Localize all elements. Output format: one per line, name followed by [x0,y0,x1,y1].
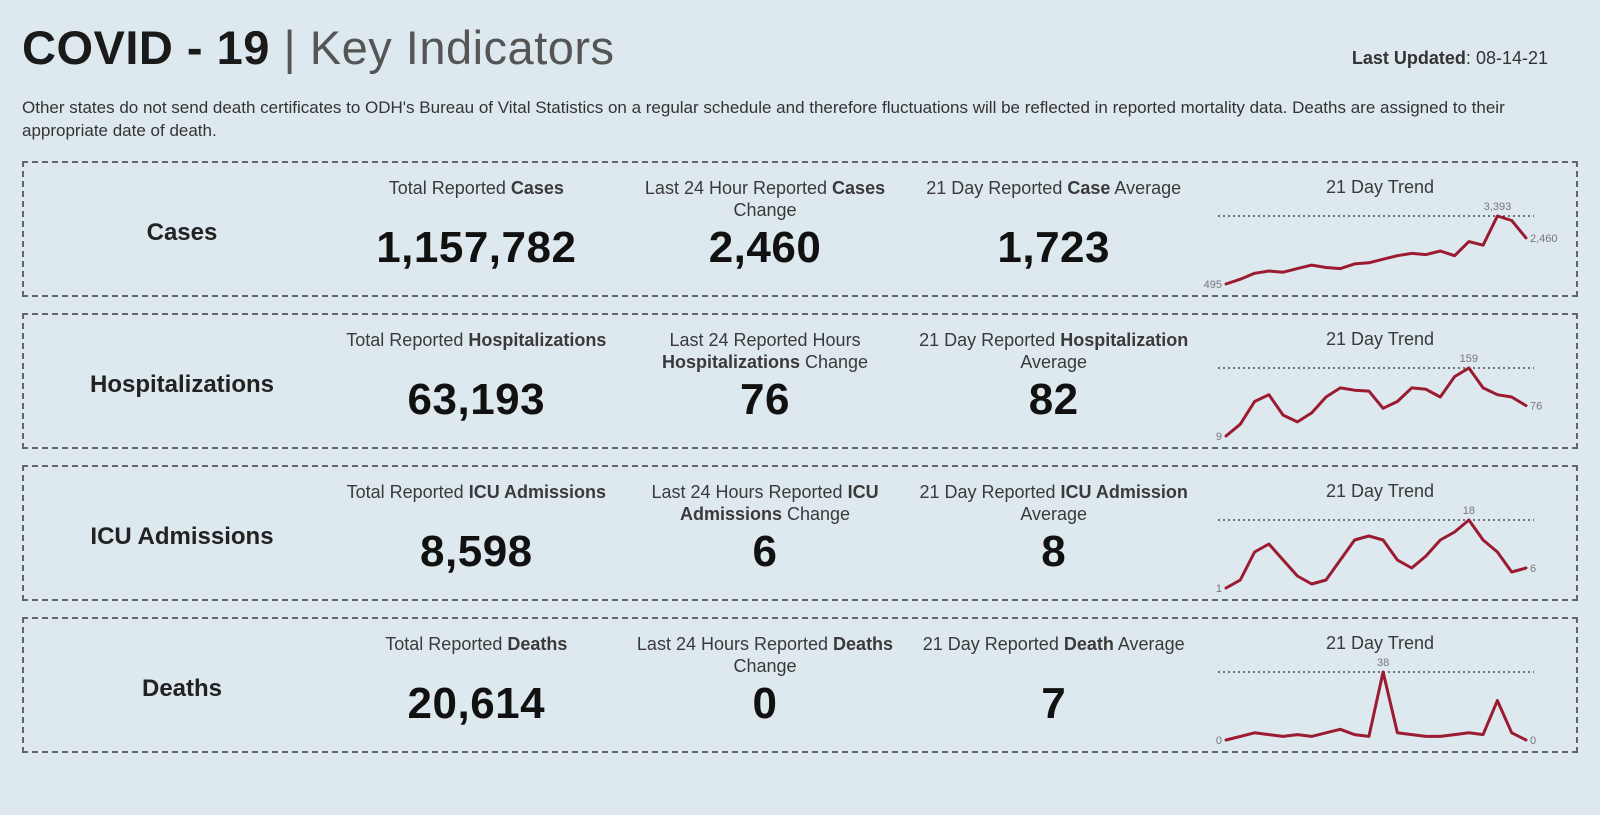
title-bold: COVID - 19 [22,21,270,74]
trend-chart: 21 Day Trend 9 159 76 [1198,323,1568,447]
metric-label: Total Reported Deaths [385,633,567,679]
page-title: COVID - 19 | Key Indicators [22,20,615,75]
svg-text:6: 6 [1530,563,1536,575]
metric-value: 82 [1029,375,1079,425]
indicator-card-icu: ICU Admissions Total Reported ICU Admiss… [22,465,1578,601]
metric-21day: 21 Day Reported ICU Admission Average 8 [909,475,1198,599]
metric-value: 1,157,782 [376,223,576,273]
svg-text:18: 18 [1463,505,1475,517]
last-updated-value: 08-14-21 [1476,48,1548,68]
metric-label: Total Reported ICU Admissions [347,481,606,527]
trend-title: 21 Day Trend [1326,633,1434,654]
svg-text:9: 9 [1216,431,1222,440]
last-updated-label: Last Updated [1352,48,1466,68]
metric-value: 2,460 [709,223,822,273]
metric-value: 6 [753,527,778,577]
metric-label: Total Reported Cases [389,177,564,223]
row-label: ICU Admissions [32,475,332,599]
metric-21day: 21 Day Reported Case Average 1,723 [909,171,1198,295]
svg-text:0: 0 [1530,735,1536,744]
metric-value: 0 [753,679,778,729]
svg-text:3,393: 3,393 [1484,201,1512,213]
metric-label: Last 24 Hours Reported ICU Admissions Ch… [621,481,910,527]
metric-24h: Last 24 Hours Reported Deaths Change 0 [621,627,910,751]
metric-label: 21 Day Reported Hospitalization Average [909,329,1198,375]
sparkline-chart: 9 159 76 [1200,350,1560,440]
metric-value: 8 [1041,527,1066,577]
metric-value: 7 [1041,679,1066,729]
metric-24h: Last 24 Hours Reported ICU Admissions Ch… [621,475,910,599]
title-separator: | [270,21,310,74]
metric-label: Total Reported Hospitalizations [346,329,606,375]
svg-text:159: 159 [1460,353,1478,365]
subtitle-text: Other states do not send death certifica… [22,97,1562,143]
svg-text:0: 0 [1216,735,1222,744]
svg-text:2,460: 2,460 [1530,233,1558,245]
metric-label: Last 24 Hour Reported Cases Change [621,177,910,223]
sparkline-chart: 495 3,393 2,460 [1200,198,1560,288]
metric-total: Total Reported Hospitalizations 63,193 [332,323,621,447]
metric-total: Total Reported Cases 1,157,782 [332,171,621,295]
trend-title: 21 Day Trend [1326,481,1434,502]
svg-text:1: 1 [1216,583,1222,592]
metric-24h: Last 24 Reported Hours Hospitalizations … [621,323,910,447]
trend-title: 21 Day Trend [1326,329,1434,350]
metric-label: Last 24 Reported Hours Hospitalizations … [621,329,910,375]
metric-label: Last 24 Hours Reported Deaths Change [621,633,910,679]
metric-value: 1,723 [997,223,1110,273]
metric-label: 21 Day Reported Death Average [923,633,1185,679]
metric-label: 21 Day Reported ICU Admission Average [909,481,1198,527]
indicator-card-hospitalizations: Hospitalizations Total Reported Hospital… [22,313,1578,449]
title-light: Key Indicators [310,21,615,74]
metric-21day: 21 Day Reported Hospitalization Average … [909,323,1198,447]
indicator-card-deaths: Deaths Total Reported Deaths 20,614 Last… [22,617,1578,753]
metric-value: 8,598 [420,527,533,577]
row-label: Cases [32,171,332,295]
trend-chart: 21 Day Trend 1 18 6 [1198,475,1568,599]
indicator-rows: Cases Total Reported Cases 1,157,782 Las… [22,161,1578,753]
row-label: Hospitalizations [32,323,332,447]
sparkline-chart: 0 38 0 [1200,654,1560,744]
svg-text:495: 495 [1204,279,1222,288]
row-label: Deaths [32,627,332,751]
metric-value: 63,193 [408,375,546,425]
svg-text:76: 76 [1530,401,1542,413]
svg-text:38: 38 [1377,657,1389,669]
metric-label: 21 Day Reported Case Average [926,177,1181,223]
header-row: COVID - 19 | Key Indicators Last Updated… [22,20,1578,75]
metric-value: 20,614 [408,679,546,729]
trend-chart: 21 Day Trend 0 38 0 [1198,627,1568,751]
trend-chart: 21 Day Trend 495 3,393 2,460 [1198,171,1568,295]
metric-24h: Last 24 Hour Reported Cases Change 2,460 [621,171,910,295]
metric-value: 76 [740,375,790,425]
trend-title: 21 Day Trend [1326,177,1434,198]
last-updated: Last Updated: 08-14-21 [1352,48,1578,69]
metric-total: Total Reported Deaths 20,614 [332,627,621,751]
sparkline-chart: 1 18 6 [1200,502,1560,592]
indicator-card-cases: Cases Total Reported Cases 1,157,782 Las… [22,161,1578,297]
metric-total: Total Reported ICU Admissions 8,598 [332,475,621,599]
metric-21day: 21 Day Reported Death Average 7 [909,627,1198,751]
